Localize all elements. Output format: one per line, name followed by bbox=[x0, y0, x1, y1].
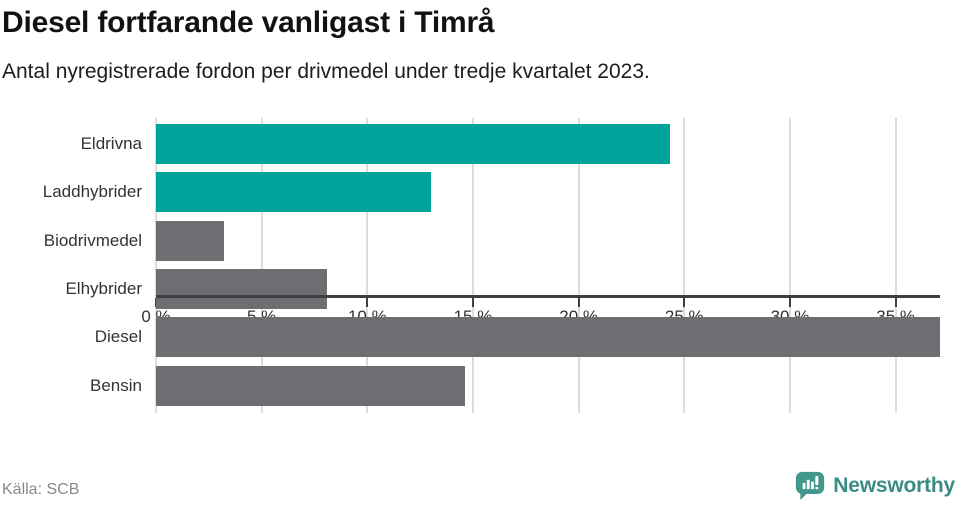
category-label-elhybrider: Elhybrider bbox=[65, 279, 142, 299]
category-label-diesel: Diesel bbox=[94, 327, 142, 347]
axis-tick bbox=[788, 298, 791, 307]
source-note: Källa: SCB bbox=[2, 481, 80, 498]
x-axis-line bbox=[156, 295, 940, 298]
bar-diesel bbox=[156, 317, 940, 358]
bar-row-eldrivna: Eldrivna bbox=[0, 120, 940, 168]
axis-tick bbox=[471, 298, 474, 307]
gridline bbox=[366, 118, 369, 413]
bar-track bbox=[156, 220, 940, 261]
category-label-laddhybrider: Laddhybrider bbox=[42, 182, 142, 202]
bar-row-bensin: Bensin bbox=[0, 362, 940, 410]
bar-biodrivmedel bbox=[156, 220, 224, 261]
newsworthy-logo: Newsworthy bbox=[795, 468, 955, 504]
bar-row-biodrivmedel: Biodrivmedel bbox=[0, 217, 940, 265]
bar-elhybrider bbox=[156, 269, 328, 310]
gridline bbox=[260, 118, 263, 413]
gridline bbox=[683, 118, 686, 413]
bar-track bbox=[156, 124, 940, 165]
gridline bbox=[471, 118, 474, 413]
chart-title: Diesel fortfarande vanligast i Timrå bbox=[2, 6, 495, 39]
newsworthy-wordmark: Newsworthy bbox=[833, 474, 955, 497]
gridline bbox=[788, 118, 791, 413]
category-label-bensin: Bensin bbox=[90, 375, 142, 395]
bar-track bbox=[156, 317, 940, 358]
bar-row-elhybrider: Elhybrider bbox=[0, 265, 940, 313]
bar-eldrivna bbox=[156, 124, 670, 165]
axis-tick bbox=[366, 298, 369, 307]
bar-row-diesel: Diesel bbox=[0, 313, 940, 361]
gridline-layer bbox=[155, 118, 940, 413]
bar-track bbox=[156, 172, 940, 213]
gridline bbox=[155, 118, 157, 413]
axis-tick bbox=[577, 298, 580, 307]
bar-rows: Eldrivna Laddhybrider Biodrivmedel Elhyb… bbox=[0, 118, 940, 413]
bar-track bbox=[156, 269, 940, 310]
newsworthy-bubble-chart-icon bbox=[796, 471, 825, 501]
bar-laddhybrider bbox=[156, 172, 431, 213]
category-label-eldrivna: Eldrivna bbox=[80, 134, 142, 154]
axis-tick bbox=[683, 298, 686, 307]
gridline bbox=[894, 118, 897, 413]
chart-subtitle: Antal nyregistrerade fordon per drivmede… bbox=[2, 60, 650, 83]
bar-track bbox=[156, 365, 940, 406]
gridline bbox=[577, 118, 580, 413]
bar-bensin bbox=[156, 365, 465, 406]
bar-chart: Eldrivna Laddhybrider Biodrivmedel Elhyb… bbox=[0, 118, 940, 413]
bar-row-laddhybrider: Laddhybrider bbox=[0, 168, 940, 216]
category-label-biodrivmedel: Biodrivmedel bbox=[43, 230, 142, 250]
axis-tick bbox=[894, 298, 897, 307]
